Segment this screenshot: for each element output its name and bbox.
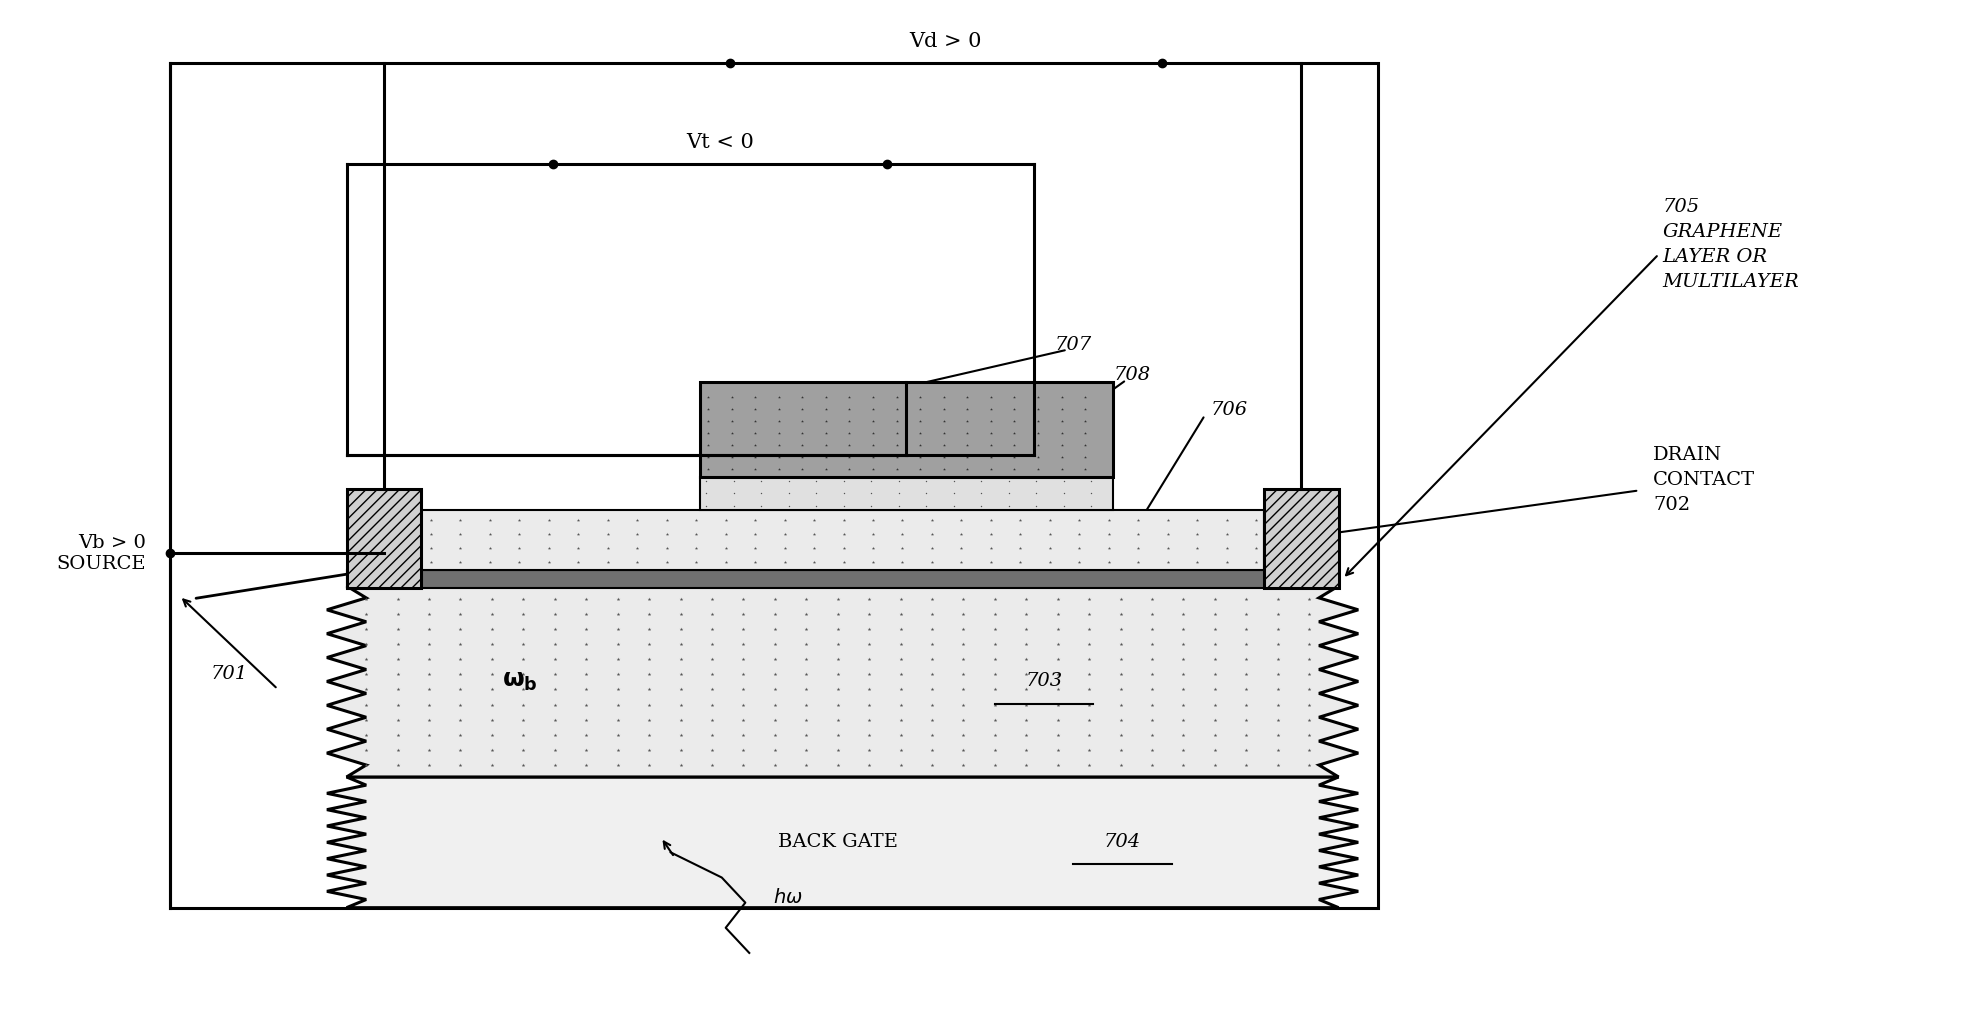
Text: Vt < 0: Vt < 0 <box>686 132 755 152</box>
Text: $h\omega$: $h\omega$ <box>772 888 802 907</box>
Text: 705
GRAPHENE
LAYER OR
MULTILAYER: 705 GRAPHENE LAYER OR MULTILAYER <box>1663 197 1799 290</box>
Text: DRAIN
CONTACT
702: DRAIN CONTACT 702 <box>1653 447 1755 515</box>
Text: Vb > 0
SOURCE: Vb > 0 SOURCE <box>57 534 146 573</box>
Text: 703: 703 <box>1024 672 1062 691</box>
Text: 706: 706 <box>1212 401 1249 419</box>
Bar <box>169 63 1377 908</box>
Text: Vd > 0: Vd > 0 <box>910 32 981 51</box>
Polygon shape <box>327 777 1357 908</box>
Bar <box>699 382 1113 477</box>
Bar <box>1265 489 1338 588</box>
Text: BACK GATE: BACK GATE <box>778 833 898 851</box>
Text: $\mathbf{\omega_b}$: $\mathbf{\omega_b}$ <box>502 669 538 694</box>
Bar <box>422 510 1265 570</box>
Text: 701: 701 <box>211 665 248 683</box>
Text: 707: 707 <box>1054 336 1091 354</box>
Bar <box>699 477 1113 510</box>
Bar <box>347 489 422 588</box>
Text: 708: 708 <box>1113 366 1150 384</box>
Text: 704: 704 <box>1103 833 1141 851</box>
Bar <box>347 570 1338 588</box>
Polygon shape <box>327 586 1357 777</box>
